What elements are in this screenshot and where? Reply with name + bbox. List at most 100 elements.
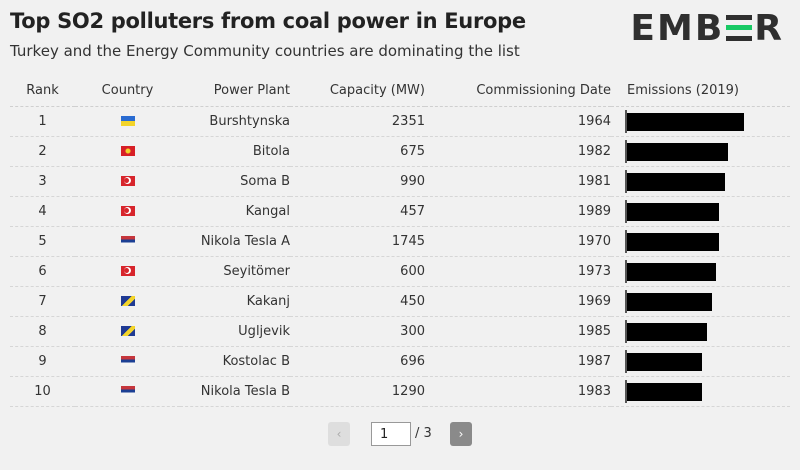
plant-cell: Burshtynska [180, 106, 290, 137]
rank-cell: 10 [10, 376, 75, 407]
capacity-cell: 1290 [290, 376, 425, 407]
emissions-bar [627, 292, 712, 311]
chart-subtitle: Turkey and the Energy Community countrie… [10, 42, 520, 60]
capacity-cell: 600 [290, 256, 425, 287]
table-row: 6 Seyitömer 600 1973 [10, 256, 790, 287]
flag-tr-icon [120, 266, 135, 276]
page-total-label: / 3 [415, 426, 432, 441]
emissions-cell [611, 376, 790, 407]
flag-tr-icon [120, 206, 135, 216]
country-cell [75, 346, 180, 377]
date-cell: 1964 [425, 106, 611, 137]
capacity-cell: 696 [290, 346, 425, 377]
polluters-table: Rank Country Power Plant Capacity (MW) C… [10, 76, 790, 407]
rank-cell: 8 [10, 316, 75, 347]
emissions-bar [627, 142, 728, 161]
emissions-bar [627, 262, 716, 281]
emissions-cell [611, 136, 790, 167]
page-number-input[interactable] [371, 422, 411, 446]
plant-cell: Kostolac B [180, 346, 290, 377]
bar-axis-line [625, 139, 627, 163]
col-header-capacity[interactable]: Capacity (MW) [290, 76, 425, 107]
emissions-cell [611, 166, 790, 197]
date-cell: 1989 [425, 196, 611, 227]
country-cell [75, 226, 180, 257]
col-header-plant[interactable]: Power Plant [180, 76, 290, 107]
rank-cell: 6 [10, 256, 75, 287]
bar-axis-line [625, 229, 627, 253]
rank-cell: 7 [10, 286, 75, 317]
bar-axis-line [625, 289, 627, 313]
chart-title: Top SO2 polluters from coal power in Eur… [10, 9, 526, 33]
country-cell [75, 106, 180, 137]
flag-mk-icon [120, 146, 135, 156]
table-row: 5 Nikola Tesla A 1745 1970 [10, 226, 790, 257]
rank-cell: 2 [10, 136, 75, 167]
plant-cell: Nikola Tesla B [180, 376, 290, 407]
logo-e-icon [726, 15, 753, 41]
emissions-bar [627, 232, 719, 251]
plant-cell: Ugljevik [180, 316, 290, 347]
plant-cell: Nikola Tesla A [180, 226, 290, 257]
capacity-cell: 457 [290, 196, 425, 227]
col-header-country[interactable]: Country [75, 76, 180, 107]
capacity-cell: 2351 [290, 106, 425, 137]
emissions-cell [611, 106, 790, 137]
plant-cell: Kakanj [180, 286, 290, 317]
table-row: 3 Soma B 990 1981 [10, 166, 790, 197]
next-page-button[interactable]: › [450, 422, 472, 446]
pagination: ‹ / 3 › [0, 422, 800, 446]
flag-ua-icon [120, 116, 135, 126]
capacity-cell: 300 [290, 316, 425, 347]
date-cell: 1981 [425, 166, 611, 197]
date-cell: 1987 [425, 346, 611, 377]
date-cell: 1973 [425, 256, 611, 287]
country-cell [75, 316, 180, 347]
col-header-date[interactable]: Commissioning Date [425, 76, 611, 107]
table-row: 8 Ugljevik 300 1985 [10, 316, 790, 347]
prev-page-button[interactable]: ‹ [328, 422, 350, 446]
emissions-cell [611, 286, 790, 317]
plant-cell: Soma B [180, 166, 290, 197]
col-header-emissions[interactable]: Emissions (2019) [611, 76, 790, 107]
col-header-rank[interactable]: Rank [10, 76, 75, 107]
flag-rs-icon [120, 386, 135, 396]
emissions-bar [627, 382, 702, 401]
bar-axis-line [625, 109, 627, 133]
table-row: 1 Burshtynska 2351 1964 [10, 106, 790, 137]
table-row: 9 Kostolac B 696 1987 [10, 346, 790, 377]
emissions-cell [611, 226, 790, 257]
country-cell [75, 256, 180, 287]
country-cell [75, 286, 180, 317]
emissions-bar [627, 172, 725, 191]
table-row: 4 Kangal 457 1989 [10, 196, 790, 227]
rank-cell: 9 [10, 346, 75, 377]
capacity-cell: 450 [290, 286, 425, 317]
table-row: 7 Kakanj 450 1969 [10, 286, 790, 317]
capacity-cell: 990 [290, 166, 425, 197]
bar-axis-line [625, 349, 627, 373]
emissions-cell [611, 316, 790, 347]
country-cell [75, 196, 180, 227]
date-cell: 1982 [425, 136, 611, 167]
flag-rs-icon [120, 236, 135, 246]
bar-axis-line [625, 199, 627, 223]
date-cell: 1985 [425, 316, 611, 347]
table-row: 2 Bitola 675 1982 [10, 136, 790, 167]
plant-cell: Kangal [180, 196, 290, 227]
bar-axis-line [625, 319, 627, 343]
country-cell [75, 166, 180, 197]
rank-cell: 3 [10, 166, 75, 197]
emissions-bar [627, 352, 702, 371]
date-cell: 1983 [425, 376, 611, 407]
emissions-cell [611, 196, 790, 227]
flag-ba-icon [120, 296, 135, 306]
flag-ba-icon [120, 326, 135, 336]
table-row: 10 Nikola Tesla B 1290 1983 [10, 376, 790, 407]
plant-cell: Seyitömer [180, 256, 290, 287]
date-cell: 1969 [425, 286, 611, 317]
bar-axis-line [625, 379, 627, 403]
flag-rs-icon [120, 356, 135, 366]
rank-cell: 1 [10, 106, 75, 137]
country-cell [75, 376, 180, 407]
